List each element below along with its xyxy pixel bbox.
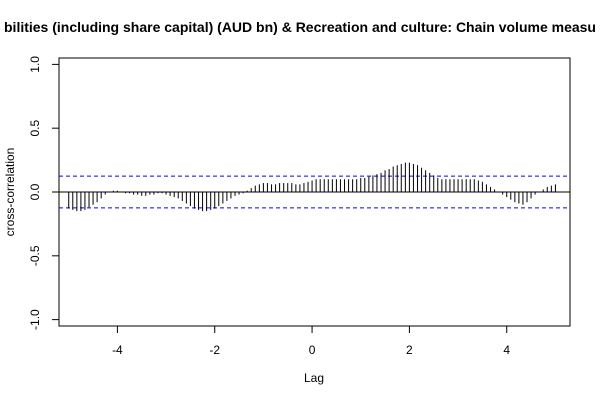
x-axis-label: Lag — [304, 371, 324, 385]
y-axis-label: cross-correlation — [3, 148, 17, 237]
y-tick-label: -0.5 — [28, 245, 42, 266]
y-tick-label: 0.5 — [28, 120, 42, 137]
y-tick-label: 1.0 — [28, 56, 42, 73]
y-tick-label: 0.0 — [28, 183, 42, 200]
y-tick-label: -1.0 — [28, 309, 42, 330]
chart-title: bilities (including share capital) (AUD … — [4, 19, 596, 35]
x-tick-label: 0 — [309, 343, 316, 357]
chart-marks — [59, 162, 570, 212]
x-tick-label: 2 — [406, 343, 413, 357]
y-axis: -1.0 -0.5 0.0 0.5 1.0 — [28, 56, 60, 330]
x-tick-label: 4 — [503, 343, 510, 357]
x-tick-label: -4 — [112, 343, 123, 357]
x-tick-label: -2 — [209, 343, 220, 357]
x-axis: -4 -2 0 2 4 — [112, 325, 510, 357]
